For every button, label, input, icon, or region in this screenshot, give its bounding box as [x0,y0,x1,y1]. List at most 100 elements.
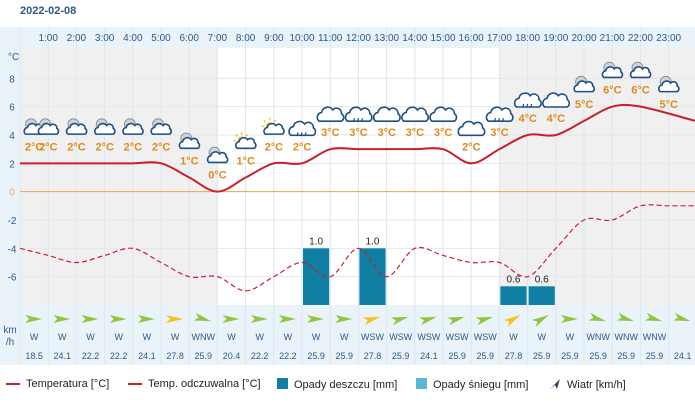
cloud-shape [429,106,458,122]
wind-speed: 22.2 [251,351,269,361]
rain-label: 0.6 [535,274,549,285]
wind-arrow-shape [616,312,635,322]
temperature-label: 3°C [434,127,453,139]
wind-speed: 24.1 [420,351,438,361]
temperature-label: 2°C [124,141,143,153]
cloud-shape [629,66,652,79]
wind-direction: W [86,332,95,342]
legend-temperature-label: Temperatura [°C] [26,378,110,390]
legend-wind: Wiatr [km/h] [549,378,626,392]
wind-arrow-shape [419,316,437,326]
temperature-label: 4°C [547,113,566,125]
wind-arrow-shape [335,315,353,323]
temperature-label: 6°C [603,85,622,97]
wind-speed: 25.9 [195,351,213,361]
rain-drop [522,103,525,108]
wind-arrow-shape [278,315,296,323]
cloud-shape [37,122,60,135]
y-tick-label: 4 [9,131,15,142]
hour-label: 17:00 [487,33,512,44]
temperature-label: 1°C [236,156,255,168]
hour-label: 5:00 [151,33,171,44]
wind-arrow-shape [560,315,578,323]
wind-arrow-shape [588,312,606,322]
wind-speed: 18.5 [25,351,43,361]
temperature-label: 2°C [293,141,312,153]
wind-arrow-icon [588,312,606,322]
wind-direction: WNW [643,332,667,342]
wind-speed: 24.1 [674,351,692,361]
hour-label: 13:00 [374,33,399,44]
wind-arrow-shape [307,315,325,323]
rain-drop [493,117,497,122]
wind-speed: 25.9 [392,351,410,361]
y-tick-label: 6 [9,103,15,114]
wind-speed: 27.8 [505,351,523,361]
sun-ray [235,134,238,137]
cloud-sun-night-icon [178,132,201,150]
wind-arrow-icon [335,315,353,323]
wind-arrow-icon [166,315,184,323]
cloud-icon [316,106,345,122]
y-tick-label: 0 [9,188,15,199]
temperature-label: 2°C [39,141,58,153]
y-tick-label: -6 [8,273,17,284]
rain-drop [304,132,307,136]
cloud-sun-night-icon [122,118,144,135]
wind-direction: W [143,332,152,342]
temperature-label: 3°C [321,127,340,139]
wind-arrow-icon [81,315,99,323]
wind-arrow-icon [419,316,437,326]
rain-cloud-icon [288,120,317,137]
wind-arrow-shape [53,315,71,323]
wind-arrow-shape [25,315,43,323]
hour-label: 3:00 [95,33,115,44]
hour-label: 7:00 [208,33,228,44]
y-unit-label: °C [8,52,19,63]
temperature-label: 1°C [180,156,199,168]
temperature-label: 2°C [152,141,171,153]
hour-label: 8:00 [236,33,256,44]
wind-speed: 27.8 [166,351,184,361]
wind-direction: W [58,332,67,342]
wind-direction: WSW [417,332,440,342]
wind-arrow-icon [109,315,127,323]
wind-arrow-icon [644,312,663,322]
wind-speed: 24.1 [54,351,72,361]
cloud-shape [344,106,373,122]
wind-arrow-icon [278,315,296,323]
wind-arrow-icon [193,312,212,322]
wind-direction: WSW [389,332,412,342]
temperature-label: 6°C [631,85,650,97]
cloud-shape [513,92,542,108]
temperature-label: 3°C [490,127,509,139]
legend-feels-like: Temp. odczuwalna [°C] [128,378,261,392]
hour-label: 12:00 [346,33,371,44]
rain-label: 1.0 [366,236,380,247]
temperature-label: 5°C [575,99,594,111]
cloud-shape [457,120,486,137]
hour-label: 15:00 [430,33,455,44]
hour-label: 18:00 [515,33,540,44]
cloud-sun-night-icon [601,61,624,79]
wind-direction: W [284,332,293,342]
legend-snow-swatch [416,378,427,389]
legend-snow-label: Opady śniegu [mm] [433,379,529,391]
rain-drop [352,117,356,122]
legend-wind-label: Wiatr [km/h] [567,379,626,391]
cloud-shape [206,151,229,164]
hour-label: 1:00 [38,33,58,44]
wind-arrow-shape [390,316,409,326]
wind-arrow-shape [137,315,155,323]
wind-arrow-icon [503,315,521,327]
wind-arrow-shape [447,316,465,326]
cloud-shape [263,122,285,135]
wind-speed: 25.9 [589,351,607,361]
hour-label: 16:00 [459,33,484,44]
cloud-shape [573,80,595,93]
hour-label: 6:00 [179,33,199,44]
temperature-line [20,103,695,193]
rain-drop [360,117,364,122]
wind-speed: 25.9 [336,351,354,361]
wind-arrow-shape [644,312,663,322]
